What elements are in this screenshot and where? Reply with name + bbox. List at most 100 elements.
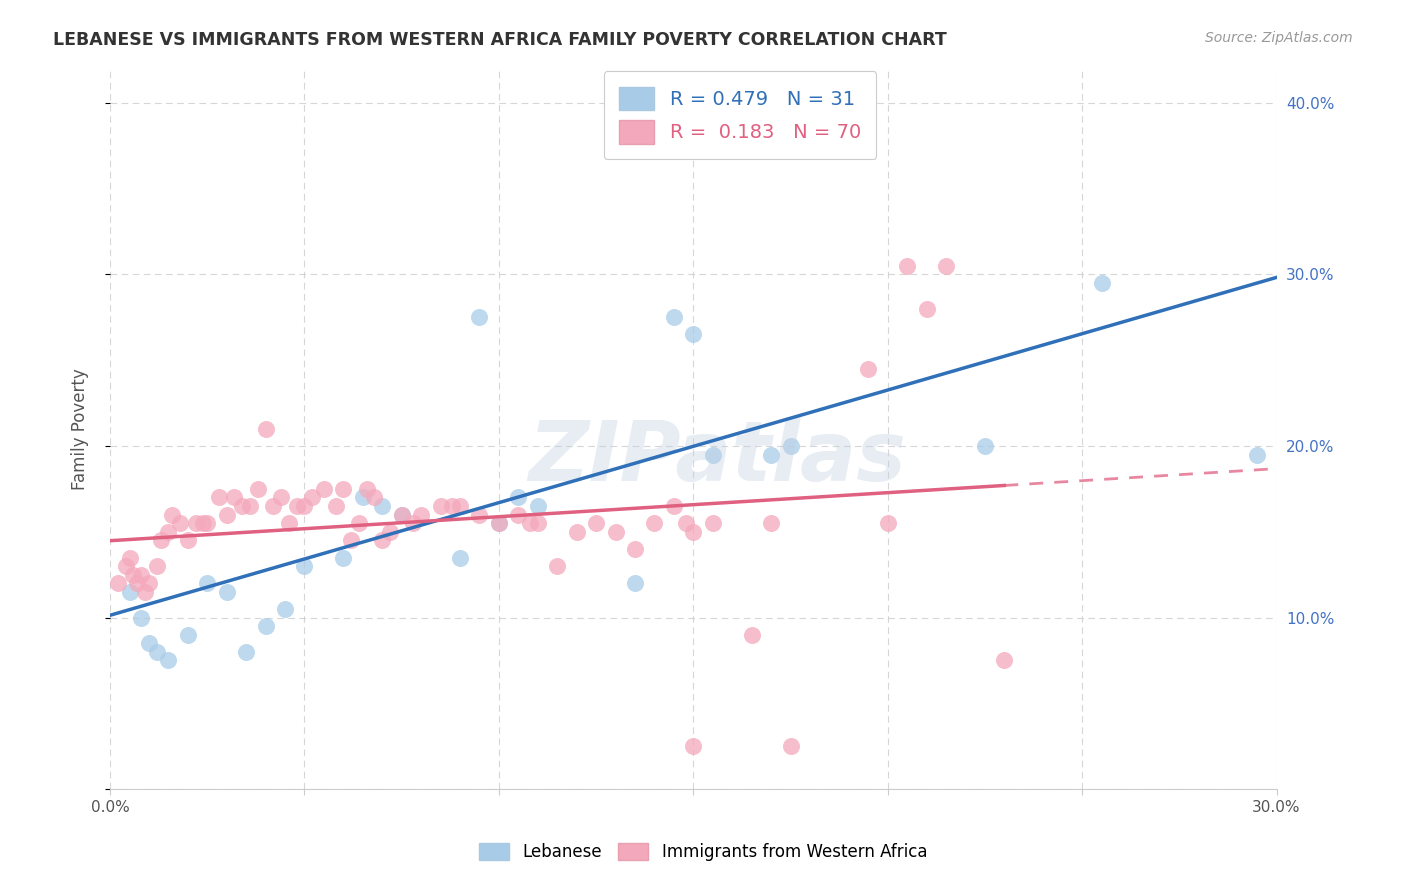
Point: [488, 516, 510, 531]
Point: [468, 508, 491, 522]
Point: [682, 327, 704, 342]
Point: [294, 559, 316, 574]
Point: [332, 482, 354, 496]
Point: [526, 499, 548, 513]
Point: [411, 508, 433, 522]
Point: [378, 524, 401, 539]
Point: [519, 516, 541, 531]
Point: [468, 310, 491, 325]
Point: [332, 550, 354, 565]
Point: [662, 310, 685, 325]
Point: [231, 499, 253, 513]
Point: [294, 499, 316, 513]
Point: [215, 584, 238, 599]
Point: [858, 361, 880, 376]
Legend: R = 0.479   N = 31, R =  0.183   N = 70: R = 0.479 N = 31, R = 0.183 N = 70: [603, 71, 876, 160]
Point: [352, 491, 374, 505]
Point: [157, 524, 180, 539]
Point: [162, 508, 184, 522]
Point: [195, 576, 218, 591]
Point: [682, 524, 704, 539]
Point: [145, 559, 167, 574]
Point: [363, 491, 385, 505]
Text: LEBANESE VS IMMIGRANTS FROM WESTERN AFRICA FAMILY POVERTY CORRELATION CHART: LEBANESE VS IMMIGRANTS FROM WESTERN AFRI…: [53, 31, 948, 49]
Point: [702, 448, 724, 462]
Point: [682, 739, 704, 754]
Point: [177, 533, 200, 548]
Point: [285, 499, 308, 513]
Point: [993, 653, 1015, 667]
Point: [138, 576, 160, 591]
Point: [301, 491, 323, 505]
Point: [675, 516, 697, 531]
Point: [145, 645, 167, 659]
Point: [138, 636, 160, 650]
Point: [254, 422, 277, 436]
Point: [508, 491, 530, 505]
Point: [1090, 276, 1112, 290]
Point: [134, 584, 156, 599]
Point: [340, 533, 363, 548]
Point: [643, 516, 665, 531]
Point: [391, 508, 413, 522]
Point: [193, 516, 215, 531]
Point: [391, 508, 413, 522]
Point: [122, 567, 145, 582]
Point: [127, 576, 149, 591]
Point: [118, 550, 141, 565]
Point: [441, 499, 464, 513]
Point: [208, 491, 231, 505]
Point: [235, 645, 257, 659]
Point: [371, 533, 394, 548]
Point: [759, 448, 782, 462]
Point: [239, 499, 262, 513]
Point: [1246, 448, 1268, 462]
Point: [429, 499, 451, 513]
Point: [274, 602, 297, 616]
Point: [526, 516, 548, 531]
Point: [195, 516, 218, 531]
Legend: Lebanese, Immigrants from Western Africa: Lebanese, Immigrants from Western Africa: [472, 836, 934, 868]
Point: [177, 628, 200, 642]
Point: [508, 508, 530, 522]
Point: [277, 516, 299, 531]
Point: [246, 482, 269, 496]
Point: [402, 516, 425, 531]
Point: [488, 516, 510, 531]
Text: ZIPatlas: ZIPatlas: [527, 417, 905, 498]
Point: [224, 491, 246, 505]
Point: [585, 516, 607, 531]
Point: [270, 491, 292, 505]
Point: [935, 259, 957, 273]
Point: [605, 524, 627, 539]
Point: [347, 516, 370, 531]
Point: [118, 584, 141, 599]
Point: [974, 439, 997, 453]
Point: [741, 628, 763, 642]
Point: [779, 739, 801, 754]
Point: [107, 576, 129, 591]
Point: [169, 516, 191, 531]
Point: [624, 576, 647, 591]
Point: [779, 439, 801, 453]
Point: [312, 482, 335, 496]
Text: Source: ZipAtlas.com: Source: ZipAtlas.com: [1205, 31, 1353, 45]
Point: [149, 533, 172, 548]
Point: [129, 567, 152, 582]
Point: [449, 550, 471, 565]
Point: [184, 516, 207, 531]
Point: [546, 559, 568, 574]
Point: [605, 121, 627, 136]
Point: [129, 610, 152, 624]
Point: [215, 508, 238, 522]
Point: [254, 619, 277, 633]
Point: [325, 499, 347, 513]
Y-axis label: Family Poverty: Family Poverty: [72, 368, 89, 490]
Point: [157, 653, 180, 667]
Point: [624, 541, 647, 556]
Point: [896, 259, 918, 273]
Point: [662, 499, 685, 513]
Point: [262, 499, 284, 513]
Point: [915, 301, 938, 316]
Point: [759, 516, 782, 531]
